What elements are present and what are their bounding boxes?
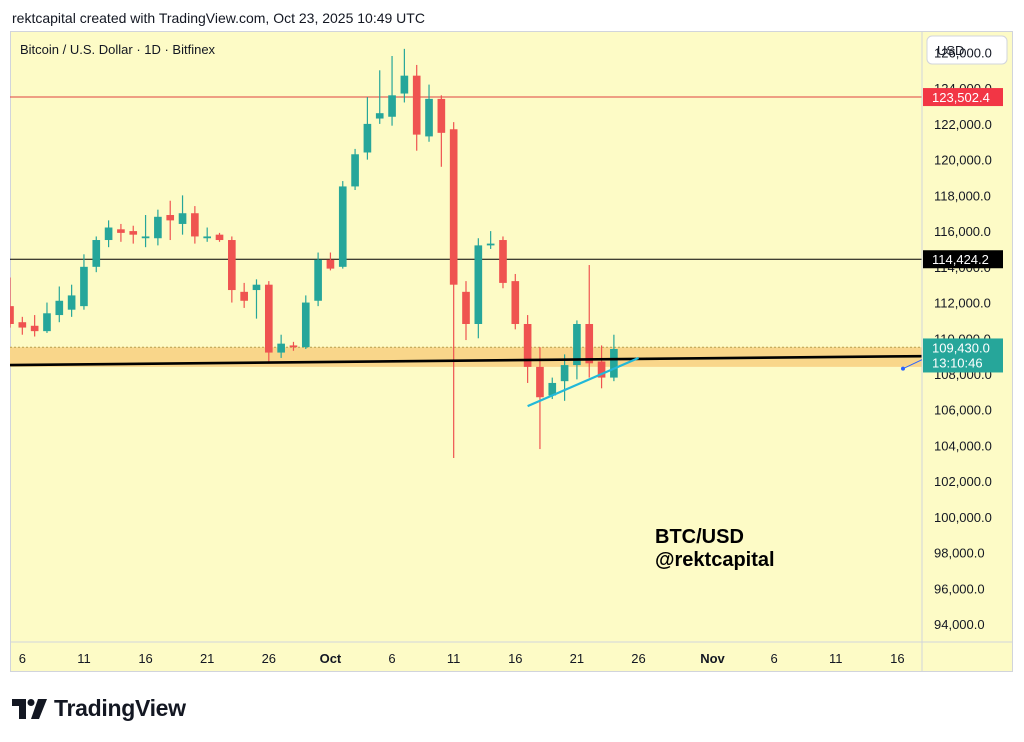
y-tick-label: 104,000.0 xyxy=(934,438,992,453)
candle-body xyxy=(215,234,224,241)
y-tick-label: 98,000.0 xyxy=(934,546,985,561)
tradingview-brand-text: TradingView xyxy=(54,695,186,721)
candle-body xyxy=(388,95,396,117)
x-tick-label: 6 xyxy=(770,651,777,666)
x-tick-label: Oct xyxy=(320,651,342,666)
candle-body xyxy=(437,98,446,133)
symbol-label: Bitcoin / U.S. Dollar · 1D · Bitfinex xyxy=(20,42,216,57)
y-tick-label: 122,000.0 xyxy=(934,117,992,132)
candle-body xyxy=(43,313,51,332)
x-tick-label: 16 xyxy=(508,651,522,666)
candle-body xyxy=(597,361,606,378)
watermark-line-1: BTC/USD xyxy=(655,526,744,548)
candle-body xyxy=(10,306,14,324)
candle-body xyxy=(326,259,335,269)
candle-body xyxy=(338,186,347,267)
rising-trendline xyxy=(527,356,639,408)
candle-body xyxy=(351,154,359,187)
y-tick-label: 120,000.0 xyxy=(934,153,992,168)
y-tick-label: 116,000.0 xyxy=(934,224,991,239)
candle-body xyxy=(277,343,285,353)
x-tick-label: 26 xyxy=(631,651,645,666)
tradingview-logo[interactable]: TradingView xyxy=(12,695,186,722)
candle-body xyxy=(264,284,273,353)
currency-label: USD xyxy=(937,43,964,58)
candle-body xyxy=(585,323,594,364)
candle-body xyxy=(104,227,113,241)
y-tick-label: 102,000.0 xyxy=(934,474,992,489)
x-tick-label: 6 xyxy=(388,651,395,666)
candle-body xyxy=(203,236,212,239)
candle-body xyxy=(252,284,261,291)
candle-body xyxy=(449,129,458,285)
axis-connector-line xyxy=(902,359,923,370)
candle-body xyxy=(548,382,557,396)
watermark-line-2: @rektcapital xyxy=(655,549,775,571)
chart-attribution: rektcapital created with TradingView.com… xyxy=(12,10,425,26)
level-price-tag-text-2: 114,424.2 xyxy=(932,252,989,267)
candle-body xyxy=(240,291,248,301)
candle-body xyxy=(486,243,495,246)
price-chart[interactable]: Bitcoin / U.S. Dollar · 1D · Bitfinex US… xyxy=(10,31,1013,672)
y-tick-label: 94,000.0 xyxy=(934,617,985,632)
tradingview-logo-icon xyxy=(12,698,47,719)
y-tick-label: 96,000.0 xyxy=(934,581,985,596)
candle-body xyxy=(80,266,88,307)
candle-body xyxy=(375,113,384,119)
candle-body xyxy=(511,281,520,324)
countdown-text: 13:10:46 xyxy=(932,355,983,370)
candle-body xyxy=(30,325,39,332)
y-tick-label: 112,000.0 xyxy=(934,296,991,311)
candle-body xyxy=(191,213,199,237)
y-tick-label: 118,000.0 xyxy=(934,188,991,203)
x-tick-label: 11 xyxy=(77,651,91,666)
candle-body xyxy=(425,98,433,137)
x-tick-label: 21 xyxy=(200,651,214,666)
last-price-tag xyxy=(923,338,1003,373)
candle-body xyxy=(573,323,581,366)
currency-button[interactable]: USD xyxy=(926,35,1008,65)
x-tick-label: 11 xyxy=(447,651,461,666)
candle-body xyxy=(289,345,298,348)
axis-connector-dot xyxy=(901,366,905,371)
candle-body xyxy=(154,216,162,239)
support-trendline xyxy=(10,354,922,367)
level-price-tag-text-1: 123,502.4 xyxy=(932,90,990,105)
candle-body xyxy=(166,215,175,221)
candle-body xyxy=(363,123,372,153)
y-tick-label: 100,000.0 xyxy=(934,510,992,525)
candle-body xyxy=(412,75,421,135)
candle-body xyxy=(560,365,569,382)
candle-body xyxy=(610,349,618,378)
x-tick-label: 16 xyxy=(890,651,904,666)
x-tick-label: 26 xyxy=(262,651,276,666)
candle-body xyxy=(141,236,150,239)
level-price-tag-1 xyxy=(923,88,1003,107)
candle-body xyxy=(55,300,64,316)
candle-body xyxy=(499,240,507,283)
candle-body xyxy=(523,323,532,367)
x-tick-label: 21 xyxy=(570,651,584,666)
candle-body xyxy=(400,75,409,94)
x-tick-label: 6 xyxy=(19,651,26,666)
candle-body xyxy=(18,322,27,328)
candle-body xyxy=(228,240,236,291)
candle-body xyxy=(92,240,101,267)
last-price-text: 109,430.0 xyxy=(932,340,990,355)
y-tick-label: 126,000.0 xyxy=(934,45,992,60)
candle-body xyxy=(314,259,322,301)
candle-body xyxy=(462,291,470,324)
level-price-tag-2 xyxy=(923,250,1003,269)
x-tick-label: 11 xyxy=(829,651,843,666)
y-tick-label: 106,000.0 xyxy=(934,403,992,418)
x-tick-label: 16 xyxy=(138,651,152,666)
candle-body xyxy=(129,231,138,235)
candle-body xyxy=(301,302,310,348)
candle-body xyxy=(474,245,483,324)
x-tick-label: Nov xyxy=(700,651,725,666)
candle-body xyxy=(536,366,544,398)
candle-body xyxy=(67,295,76,310)
candle-body xyxy=(178,213,187,224)
candle-body xyxy=(117,229,125,233)
